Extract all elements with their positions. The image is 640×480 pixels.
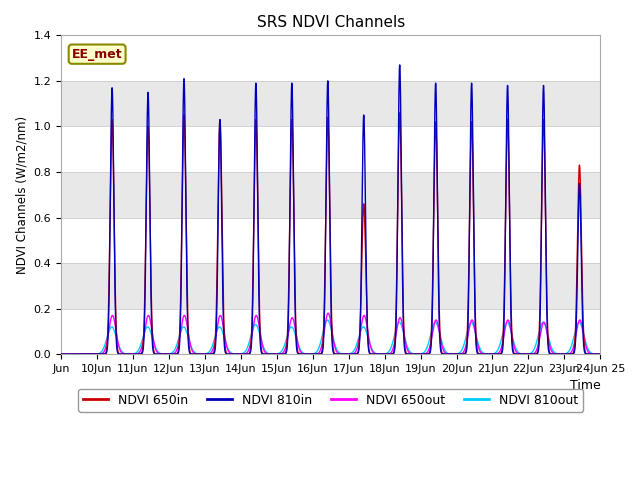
Bar — [61, 263, 600, 309]
Y-axis label: NDVI Channels (W/m2/nm): NDVI Channels (W/m2/nm) — [15, 116, 28, 274]
Bar — [61, 81, 600, 126]
Bar — [61, 172, 600, 217]
Bar — [61, 309, 600, 354]
Bar — [61, 36, 600, 81]
Bar — [61, 217, 600, 263]
Text: EE_met: EE_met — [72, 48, 122, 60]
Legend: NDVI 650in, NDVI 810in, NDVI 650out, NDVI 810out: NDVI 650in, NDVI 810in, NDVI 650out, NDV… — [78, 389, 583, 412]
Title: SRS NDVI Channels: SRS NDVI Channels — [257, 15, 404, 30]
X-axis label: Time: Time — [570, 379, 600, 393]
Bar — [61, 126, 600, 172]
